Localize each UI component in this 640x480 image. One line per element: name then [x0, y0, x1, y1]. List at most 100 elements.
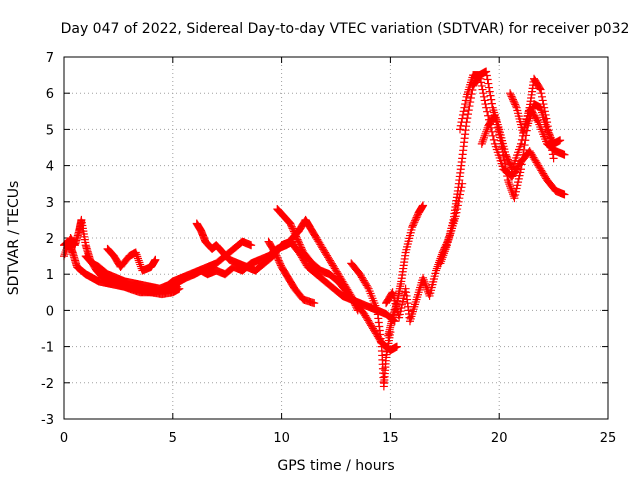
y-tick-label: -1	[41, 341, 54, 356]
data-point	[521, 136, 530, 145]
data-point	[560, 150, 569, 159]
data-point	[421, 279, 430, 288]
data-point	[548, 146, 557, 155]
data-point	[478, 137, 487, 146]
x-axis-label: GPS time / hours	[277, 458, 394, 474]
x-tick-label: 5	[169, 431, 177, 446]
data-point	[545, 130, 554, 139]
data-point	[547, 142, 556, 151]
data-point	[479, 89, 488, 98]
x-tick-label: 25	[600, 431, 617, 446]
data-point	[482, 127, 491, 136]
data-point	[506, 182, 515, 191]
data-point	[479, 135, 488, 144]
data-point	[419, 275, 428, 284]
data-point	[132, 250, 141, 259]
y-tick-label: 7	[46, 51, 54, 66]
data-points	[60, 67, 569, 391]
data-point	[499, 151, 508, 160]
data-point	[464, 110, 473, 119]
data-point	[440, 249, 449, 258]
data-point	[465, 102, 474, 111]
series-seg-15	[477, 100, 565, 203]
data-point	[392, 342, 401, 351]
data-point	[556, 136, 565, 145]
data-point	[537, 92, 546, 101]
data-point	[466, 98, 475, 107]
data-point	[540, 107, 549, 116]
data-point	[489, 135, 498, 144]
data-point	[546, 138, 555, 147]
data-point	[459, 107, 468, 116]
data-point	[516, 139, 525, 148]
data-point	[537, 89, 546, 98]
data-point	[136, 260, 145, 269]
data-point	[481, 129, 490, 138]
chart-title: Day 047 of 2022, Sidereal Day-to-day VTE…	[61, 21, 630, 37]
x-tick-label: 20	[491, 431, 508, 446]
data-point	[442, 243, 451, 252]
data-point	[353, 306, 362, 315]
data-point	[482, 67, 491, 76]
series-seg-3	[81, 237, 256, 293]
data-point	[485, 83, 494, 92]
data-point	[439, 251, 448, 260]
data-point	[135, 258, 144, 267]
data-point	[466, 94, 475, 103]
data-point	[538, 96, 547, 105]
y-tick-label: 4	[46, 160, 54, 175]
data-point	[461, 100, 470, 109]
data-point	[533, 116, 542, 125]
data-point	[458, 114, 467, 123]
data-point	[419, 273, 428, 282]
series-seg-9	[264, 237, 319, 308]
data-point	[503, 172, 512, 181]
data-point	[488, 131, 497, 140]
data-point	[458, 110, 467, 119]
data-point	[480, 96, 489, 105]
data-point	[478, 85, 487, 94]
series-seg-4	[103, 244, 160, 275]
data-point	[503, 176, 512, 185]
data-point	[479, 92, 488, 101]
data-point	[133, 254, 142, 263]
data-point	[151, 255, 160, 264]
data-point	[419, 201, 428, 210]
data-point	[441, 245, 450, 254]
data-point	[520, 141, 529, 150]
data-point	[363, 283, 372, 292]
data-point	[509, 192, 518, 201]
data-point	[500, 155, 509, 164]
data-point	[310, 299, 319, 308]
axis-ticks	[63, 56, 609, 420]
data-point	[477, 81, 486, 90]
data-point	[516, 165, 525, 174]
data-point	[60, 250, 69, 259]
data-point	[480, 131, 489, 140]
data-point	[535, 84, 544, 93]
data-point	[511, 102, 520, 111]
y-tick-label: 1	[46, 268, 54, 283]
tick-labels: 0 5 10 15 20 25 -3 -2 -1 0 1 2 3 4 5 6 7	[41, 51, 616, 446]
data-point	[507, 186, 516, 195]
data-point	[133, 252, 142, 261]
data-point	[432, 266, 441, 275]
y-tick-label: 6	[46, 87, 54, 102]
series-seg-16	[506, 74, 558, 163]
data-point	[477, 78, 486, 87]
data-point	[545, 134, 554, 143]
data-point	[504, 178, 513, 187]
series-seg-12	[384, 201, 428, 340]
plot-frame	[63, 56, 609, 420]
data-point	[498, 143, 507, 152]
data-point	[440, 247, 449, 256]
data-point	[484, 79, 493, 88]
data-point	[540, 103, 549, 112]
data-point	[543, 118, 552, 127]
data-point	[247, 241, 256, 250]
data-point	[501, 159, 510, 168]
data-point	[477, 139, 486, 148]
y-tick-label: 3	[46, 196, 54, 211]
data-point	[134, 256, 143, 265]
data-point	[483, 75, 492, 84]
